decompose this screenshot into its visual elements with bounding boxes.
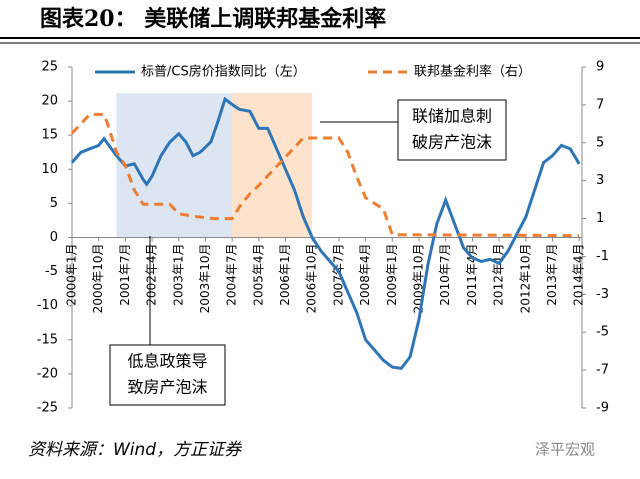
y2-tick-label: 1 — [596, 211, 604, 226]
x-tick-label: 2000年1月 — [65, 244, 79, 306]
x-tick-label: 2012年1月 — [492, 244, 506, 306]
annotation-box — [397, 99, 507, 161]
source: 资料来源：Wind，方正证券 — [28, 440, 243, 460]
y2-tick-label: -1 — [596, 249, 609, 264]
x-tick-label: 2006年1月 — [278, 244, 292, 306]
y2-tick-label: -3 — [596, 287, 609, 302]
y-tick-label: 5 — [50, 196, 58, 211]
y-tick-label: -20 — [37, 366, 58, 381]
annotation-text: 低息政策导 — [127, 352, 207, 371]
x-tick-label: 2014年4月 — [572, 244, 586, 306]
annotation-text: 破房产泡沫 — [412, 133, 492, 152]
x-tick-label: 2001年7月 — [118, 244, 132, 306]
chart-title: 图表20： 美联储上调联邦基金利率 — [40, 6, 386, 32]
x-tick-label: 2013年7月 — [545, 244, 559, 306]
x-tick-label: 2012年10月 — [518, 244, 532, 314]
y2-tick-label: -9 — [596, 401, 609, 416]
annotation-text: 联储加息刺 — [412, 107, 492, 126]
x-tick-label: 2000年10月 — [91, 244, 105, 314]
legend-label: 联邦基金利率（右） — [414, 64, 531, 80]
x-tick-label: 2003年1月 — [171, 244, 185, 306]
y-tick-label: 10 — [41, 162, 58, 177]
x-tick-label: 2007年7月 — [331, 244, 345, 306]
series-line — [70, 96, 581, 371]
y2-tick-label: 7 — [596, 97, 604, 112]
y2-tick-label: -5 — [596, 325, 609, 340]
y2-tick-label: 9 — [596, 60, 604, 75]
x-tick-label: 2002年4月 — [145, 244, 159, 306]
y2-tick-label: -7 — [596, 363, 609, 378]
x-tick-label: 2009年10月 — [411, 244, 425, 314]
y-tick-label: 15 — [41, 128, 58, 143]
highlight-band — [232, 93, 313, 238]
y-tick-label: -10 — [37, 298, 58, 313]
x-tick-label: 2006年10月 — [305, 244, 319, 314]
x-tick-label: 2010年7月 — [438, 244, 452, 306]
x-tick-label: 2004年7月 — [225, 243, 239, 305]
y2-tick-label: 5 — [596, 135, 604, 150]
y-tick-label: 20 — [41, 94, 58, 109]
x-tick-label: 2008年4月 — [358, 244, 372, 306]
y-tick-label: -5 — [45, 264, 58, 279]
annotation-box — [109, 344, 226, 406]
annotation-text: 致房产泡沫 — [127, 378, 207, 397]
x-tick-label: 2005年4月 — [251, 244, 265, 306]
y-tick-label: -15 — [37, 332, 58, 347]
legend-label: 标普/CS房价指数同比（左） — [141, 64, 306, 80]
y2-tick-label: 3 — [596, 173, 604, 188]
y-tick-label: 25 — [41, 60, 58, 75]
x-tick-label: 2003年10月 — [198, 244, 212, 314]
watermark: 泽平宏观 — [535, 441, 595, 459]
y-tick-label: -25 — [37, 401, 58, 416]
x-tick-label: 2009年1月 — [385, 244, 399, 306]
y-tick-label: 0 — [50, 230, 58, 245]
